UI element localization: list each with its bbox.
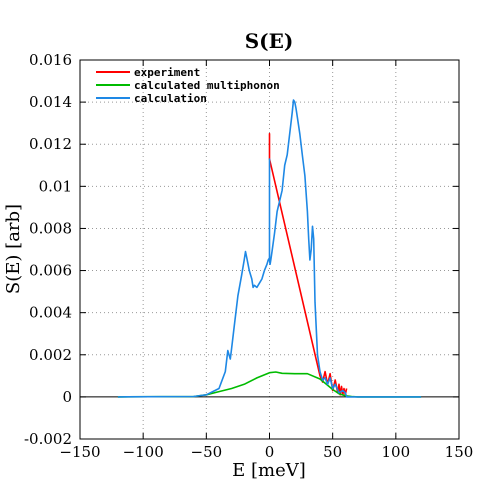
y-tick-label: 0.014	[29, 93, 72, 111]
series-line-calculation	[117, 99, 422, 398]
y-tick-label: 0.008	[29, 219, 72, 237]
y-tick-label: 0.004	[29, 304, 72, 322]
legend-label: calculation	[134, 92, 207, 105]
x-axis-label: E [meV]	[232, 460, 306, 480]
x-tick-label: −100	[123, 443, 164, 461]
x-tick-label: 0	[265, 443, 275, 461]
y-tick-label: 0.016	[29, 51, 72, 69]
x-axis-ticks: −150 −100 −50 0 50 100 150	[59, 60, 473, 461]
x-tick-label: 100	[382, 443, 411, 461]
legend-label: experiment	[134, 66, 200, 79]
legend-label: calculated multiphonon	[134, 79, 280, 92]
y-tick-label: 0.01	[39, 177, 72, 195]
y-tick-label: 0.002	[29, 346, 72, 364]
x-tick-label: −50	[191, 443, 223, 461]
y-axis-ticks: -0.002 0 0.002 0.004 0.006 0.008 0.01 0.012 0.01…	[24, 51, 459, 448]
series-line-experiment	[268, 132, 348, 396]
x-tick-label: 150	[445, 443, 474, 461]
y-tick-label: 0	[62, 388, 72, 406]
y-tick-label: 0.012	[29, 135, 72, 153]
y-axis-label: S(E) [arb]	[3, 204, 24, 294]
chart-title: S(E)	[245, 29, 294, 53]
series-layer	[117, 99, 422, 398]
y-tick-label: -0.002	[24, 430, 72, 448]
y-tick-label: 0.006	[29, 262, 72, 280]
x-tick-label: −150	[59, 443, 100, 461]
x-tick-label: 50	[323, 443, 342, 461]
